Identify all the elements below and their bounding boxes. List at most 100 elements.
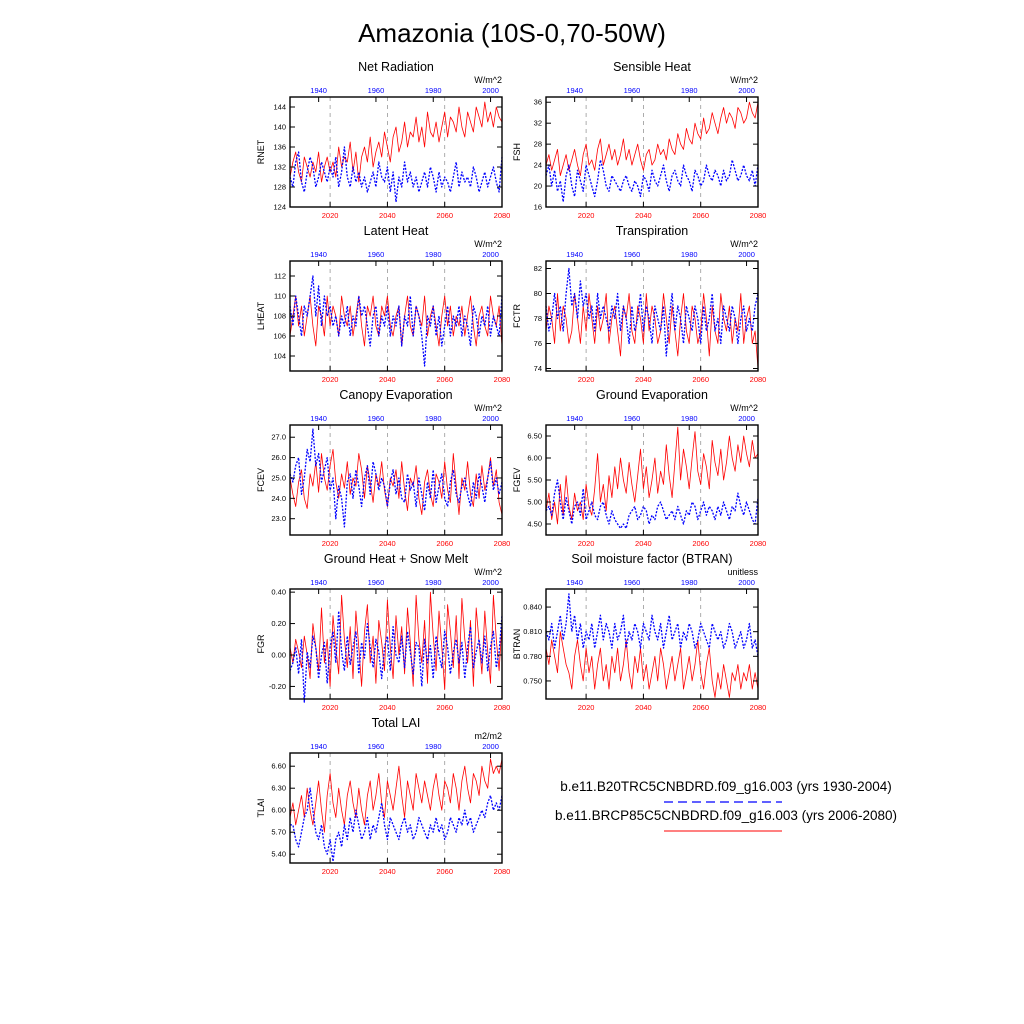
panel-units: W/m^2 — [474, 567, 502, 577]
y-tick-label: 27.0 — [271, 433, 286, 442]
x-tick-label-top: 2000 — [482, 86, 499, 95]
series-line-future — [545, 631, 759, 698]
x-tick-label-top: 1980 — [681, 578, 698, 587]
y-tick-label: 0.750 — [523, 676, 542, 685]
x-tick-label-bottom: 2080 — [750, 539, 767, 548]
panel-fcev: Canopy Evaporation W/m^2 FCEV 23.0 24.0 25.0 2… — [256, 388, 510, 548]
panel-ylabel: BTRAN — [512, 629, 522, 660]
series-line-future — [289, 101, 503, 183]
x-tick-label-top: 1960 — [368, 414, 385, 423]
x-tick-label-top: 1940 — [310, 742, 327, 751]
series-line-future — [289, 758, 503, 833]
series-line-historical — [289, 610, 503, 703]
panel-units: W/m^2 — [474, 239, 502, 249]
y-tick-label: 128 — [273, 183, 286, 192]
x-tick-label-top: 1940 — [566, 578, 583, 587]
x-tick-label-top: 1940 — [566, 250, 583, 259]
y-tick-label: 132 — [273, 163, 286, 172]
y-tick-label: 76 — [534, 339, 542, 348]
plot-frame — [289, 424, 503, 536]
x-tick-label-bottom: 2040 — [635, 703, 652, 712]
y-tick-label: 110 — [274, 292, 286, 301]
x-tick-label-top: 1960 — [624, 578, 641, 587]
x-tick-label-bottom: 2020 — [322, 375, 339, 384]
x-tick-label-bottom: 2060 — [436, 867, 453, 876]
x-tick-label-top: 1980 — [425, 250, 442, 259]
y-tick-label: 20 — [534, 182, 542, 191]
x-tick-label-bottom: 2040 — [379, 539, 396, 548]
y-tick-label: 24.0 — [271, 494, 286, 503]
y-tick-label: 80 — [534, 289, 542, 298]
series-line-historical — [545, 479, 759, 530]
y-tick-label: 140 — [273, 123, 286, 132]
series-line-future — [289, 448, 503, 515]
panel-rnet: Net Radiation W/m^2 RNET 124 128 132 136 140 144… — [256, 60, 510, 220]
panel-ylabel: FSH — [512, 143, 522, 161]
y-tick-label: 144 — [273, 103, 286, 112]
series-line-historical — [289, 428, 503, 528]
y-tick-label: 5.70 — [271, 828, 286, 837]
x-tick-label-top: 1980 — [425, 86, 442, 95]
y-tick-label: 6.60 — [271, 762, 286, 771]
plot-frame — [545, 588, 759, 700]
legend: b.e11.B20TRC5CNBDRD.f09_g16.003 (yrs 193… — [555, 779, 897, 832]
x-tick-label-top: 2000 — [738, 578, 755, 587]
x-tick-label-top: 1960 — [368, 250, 385, 259]
panel-ylabel: LHEAT — [256, 301, 266, 330]
x-tick-label-bottom: 2020 — [322, 703, 339, 712]
series-line-future — [545, 293, 759, 369]
x-tick-label-bottom: 2020 — [578, 539, 595, 548]
plot-frame — [545, 96, 759, 208]
y-tick-label: 0.780 — [523, 652, 542, 661]
y-tick-label: 5.50 — [527, 476, 542, 485]
y-tick-label: -0.20 — [269, 682, 286, 691]
y-tick-label: 36 — [534, 98, 542, 107]
panel-units: W/m^2 — [730, 75, 758, 85]
y-tick-label: 74 — [534, 364, 542, 373]
y-tick-label: 0.20 — [271, 619, 286, 628]
x-tick-label-bottom: 2020 — [322, 867, 339, 876]
x-tick-label-bottom: 2020 — [578, 703, 595, 712]
x-tick-label-bottom: 2040 — [379, 211, 396, 220]
y-tick-label: 4.50 — [527, 520, 542, 529]
panel-units: W/m^2 — [474, 75, 502, 85]
x-tick-label-bottom: 2040 — [379, 867, 396, 876]
panel-title: Total LAI — [372, 716, 421, 730]
y-tick-label: 6.00 — [271, 806, 286, 815]
y-tick-label: 124 — [273, 203, 286, 212]
x-tick-label-top: 2000 — [738, 86, 755, 95]
y-tick-label: 0.810 — [523, 627, 542, 636]
x-tick-label-top: 2000 — [482, 578, 499, 587]
x-tick-label-top: 1940 — [310, 250, 327, 259]
x-tick-label-top: 1940 — [310, 578, 327, 587]
x-tick-label-top: 1980 — [425, 742, 442, 751]
series-line-historical — [289, 275, 503, 367]
series-line-historical — [545, 267, 759, 357]
x-tick-label-top: 1960 — [368, 86, 385, 95]
x-tick-label-bottom: 2080 — [750, 375, 767, 384]
plot-frame — [289, 588, 503, 700]
x-tick-label-bottom: 2060 — [436, 375, 453, 384]
x-tick-label-bottom: 2020 — [322, 211, 339, 220]
y-tick-label: 112 — [274, 272, 286, 281]
x-tick-label-top: 1960 — [624, 86, 641, 95]
x-tick-label-top: 1980 — [425, 414, 442, 423]
y-tick-label: 32 — [534, 119, 542, 128]
panel-title: Sensible Heat — [613, 60, 691, 74]
panel-units: W/m^2 — [474, 403, 502, 413]
legend-label-future: b.e11.BRCP85C5CNBDRD.f09_g16.003 (yrs 20… — [555, 808, 897, 823]
y-tick-label: 6.00 — [527, 454, 542, 463]
x-tick-label-top: 1980 — [681, 414, 698, 423]
panel-ylabel: RNET — [256, 139, 266, 164]
x-tick-label-top: 1980 — [681, 86, 698, 95]
series-line-future — [545, 426, 759, 525]
y-tick-label: 5.40 — [271, 850, 286, 859]
x-tick-label-bottom: 2060 — [436, 211, 453, 220]
panel-fgr: Ground Heat + Snow Melt W/m^2 FGR -0.20 0.00… — [256, 552, 510, 712]
panel-lheat: Latent Heat W/m^2 LHEAT 104 106 108 110 112 2020… — [256, 224, 510, 384]
series-line-historical — [545, 593, 759, 657]
y-tick-label: 6.50 — [527, 432, 542, 441]
x-tick-label-top: 1960 — [368, 742, 385, 751]
x-tick-label-bottom: 2060 — [692, 211, 709, 220]
x-tick-label-bottom: 2040 — [635, 539, 652, 548]
